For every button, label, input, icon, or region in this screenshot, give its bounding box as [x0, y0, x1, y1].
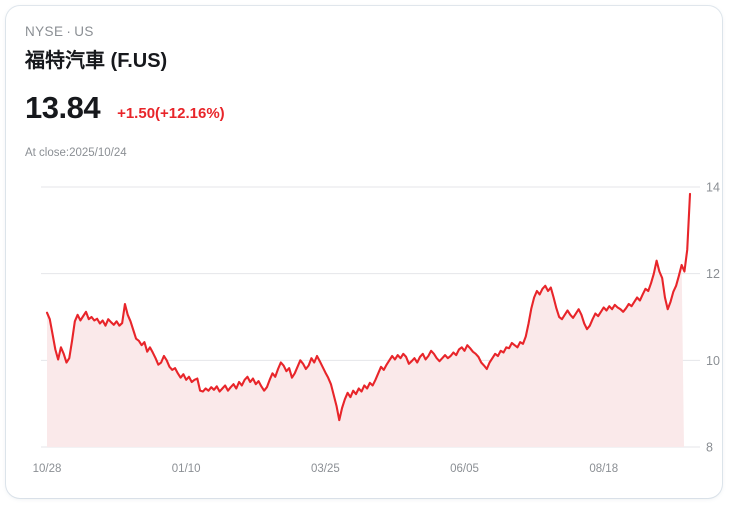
chart-x-axis-labels: 10/28 01/10 03/25 06/05 08/18	[33, 463, 618, 475]
market-status-note: At close:2025/10/24	[25, 147, 127, 159]
price-row: 13.84 +1.50(+12.16%)	[25, 90, 225, 126]
stock-quote-card: NYSE · US 福特汽車 (F.US) 13.84 +1.50(+12.16%)…	[6, 6, 722, 498]
exchange-region: NYSE · US	[25, 24, 94, 39]
region-label: US	[74, 24, 94, 39]
chart-y-axis-labels: 14 12 10 8	[706, 181, 720, 455]
page-title: 福特汽車 (F.US)	[25, 50, 168, 72]
x-axis-tick-label: 03/25	[311, 463, 340, 475]
price-chart[interactable]: 14 12 10 8 10/28 01/10 03/25 06/05 08/18	[6, 166, 722, 486]
y-axis-tick-label: 10	[706, 354, 720, 368]
price-chart-svg[interactable]: 14 12 10 8 10/28 01/10 03/25 06/05 08/18	[6, 166, 722, 486]
current-price: 13.84	[25, 90, 101, 125]
x-axis-tick-label: 08/18	[589, 463, 618, 475]
x-axis-tick-label: 06/05	[450, 463, 479, 475]
x-axis-tick-label: 10/28	[33, 463, 62, 475]
y-axis-tick-label: 14	[706, 181, 720, 195]
separator-dot: ·	[66, 24, 72, 39]
price-change: +1.50(+12.16%)	[117, 105, 225, 122]
exchange-label: NYSE	[25, 24, 64, 39]
chart-line	[45, 192, 692, 422]
y-axis-tick-label: 8	[706, 441, 713, 455]
x-axis-tick-label: 01/10	[172, 463, 201, 475]
chart-area-fill	[47, 260, 684, 447]
y-axis-tick-label: 12	[706, 267, 720, 281]
